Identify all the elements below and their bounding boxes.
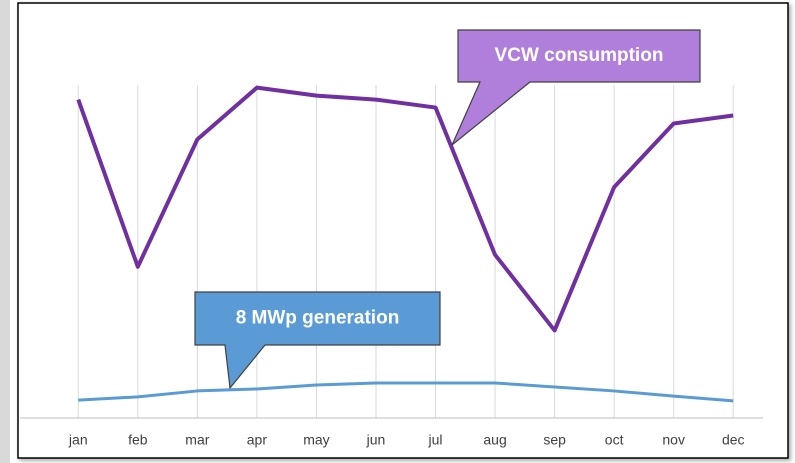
- x-tick-label: nov: [662, 432, 685, 448]
- x-tick-label: dec: [722, 432, 745, 448]
- x-tick-label: aug: [483, 432, 506, 448]
- x-tick-label: oct: [605, 432, 624, 448]
- x-tick-label: apr: [247, 432, 268, 448]
- series-line: [78, 381, 734, 403]
- series-line: [76, 85, 734, 333]
- x-tick-label: feb: [128, 432, 148, 448]
- x-tick-label: sep: [543, 432, 566, 448]
- callout-label: 8 MWp generation: [236, 308, 400, 329]
- x-tick-label: may: [303, 432, 329, 448]
- callout: [194, 291, 441, 390]
- x-tick-label: jun: [366, 432, 386, 448]
- callout-label: VCW consumption: [495, 45, 664, 66]
- x-tick-label: jul: [428, 432, 443, 448]
- side-strip: [0, 0, 10, 463]
- x-tick-label: mar: [185, 432, 209, 448]
- x-tick-label: jan: [68, 432, 88, 448]
- callout: [451, 29, 701, 146]
